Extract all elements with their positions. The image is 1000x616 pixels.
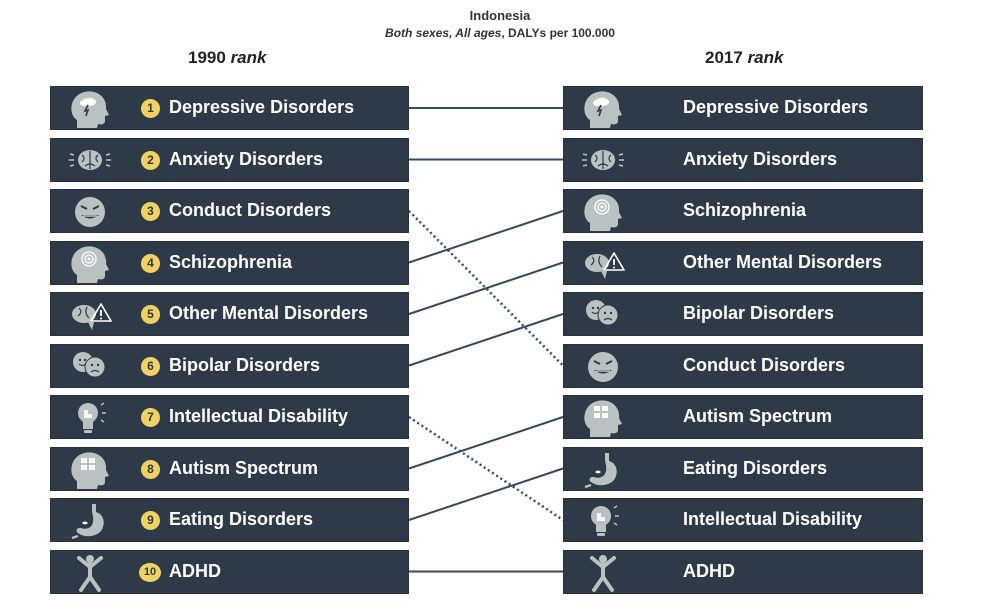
brain-warning-icon [68, 294, 112, 334]
head-spiral-icon [581, 191, 625, 231]
left-rank-row: 3 Conduct Disorders [50, 189, 409, 233]
rank-badge: 4 [141, 253, 160, 273]
brain-warning-icon [581, 243, 625, 283]
right-rank-row: Intellectual Disability [563, 498, 923, 542]
left-rank-row: 2 Anxiety Disorders [50, 137, 409, 182]
head-puzzle-icon [581, 397, 625, 437]
left-rank-row: 4 Schizophrenia [50, 240, 409, 285]
left-heading-word: rank [230, 48, 267, 67]
left-rank-row: 1 Depressive Disorders [50, 86, 409, 130]
head-puzzle-icon [68, 449, 112, 489]
bipolar-faces-icon [68, 346, 112, 386]
disorder-label: Autism Spectrum [169, 457, 319, 478]
disorder-label: Conduct Disorders [683, 354, 846, 375]
right-rank-row: Depressive Disorders [563, 86, 923, 130]
jumping-figure-icon [68, 552, 112, 592]
disorder-label: Eating Disorders [169, 509, 314, 529]
head-storm-icon [68, 88, 112, 128]
right-rank-row: Other Mental Disorders [563, 240, 923, 285]
disorder-label: Bipolar Disorders [169, 354, 321, 375]
rank-badge: 5 [141, 305, 160, 324]
disorder-label: Eating Disorders [683, 457, 828, 478]
right-rank-row: Anxiety Disorders [563, 137, 923, 182]
right-rank-row: ADHD [563, 549, 923, 594]
right-rank-row: Bipolar Disorders [563, 292, 923, 336]
right-rank-row: Conduct Disorders [563, 343, 923, 388]
rank-connector-9-to-8 [408, 467, 564, 521]
rank-badge: 2 [141, 150, 160, 170]
rank-badge: 7 [141, 408, 160, 427]
left-column-heading: 1990 rank [188, 48, 266, 68]
lightbulb-puzzle-icon [68, 397, 112, 437]
angry-face-icon [581, 346, 625, 386]
disorder-label: Intellectual Disability [683, 509, 863, 529]
right-rank-row: Eating Disorders [563, 446, 923, 491]
disorder-label: ADHD [683, 560, 735, 581]
disorder-label: Schizophrenia [683, 200, 807, 220]
rank-connector-8-to-7 [408, 416, 564, 470]
lightbulb-puzzle-icon [581, 500, 625, 540]
rank-badge: 6 [141, 356, 160, 376]
left-rank-row: 6 Bipolar Disorders [50, 343, 409, 388]
right-heading-word: rank [747, 48, 784, 67]
chart-subtitle: Both sexes, All ages, DALYs per 100.000 [0, 26, 1000, 40]
disorder-label: ADHD [169, 560, 221, 581]
subtitle-rest: , DALYs per 100.000 [501, 26, 615, 40]
rank-badge: 9 [141, 511, 160, 530]
rank-badge: 3 [141, 202, 160, 221]
disorder-label: Intellectual Disability [169, 406, 349, 426]
jumping-figure-icon [581, 552, 625, 592]
disorder-label: Bipolar Disorders [683, 303, 835, 323]
disorder-label: Anxiety Disorders [683, 148, 838, 169]
stomach-icon [68, 500, 112, 540]
left-rank-row: 5 Other Mental Disorders [50, 292, 409, 336]
rank-badge: 10 [139, 562, 161, 582]
left-rank-row: 7 Intellectual Disability [50, 395, 409, 439]
left-rank-row: 8 Autism Spectrum [50, 446, 409, 491]
disorder-label: Schizophrenia [169, 251, 293, 272]
right-heading-year: 2017 [705, 48, 743, 67]
stomach-icon [581, 449, 625, 489]
disorder-label: Other Mental Disorders [169, 303, 369, 323]
head-spiral-icon [68, 243, 112, 283]
disorder-label: Conduct Disorders [169, 200, 332, 220]
right-column-heading: 2017 rank [705, 48, 783, 68]
brain-anxiety-icon [68, 140, 112, 180]
rank-connector-5-to-4 [408, 261, 564, 315]
disorder-label: Anxiety Disorders [169, 148, 324, 169]
disorder-label: Depressive Disorders [169, 97, 355, 117]
disorder-label: Autism Spectrum [683, 406, 833, 426]
rank-connector-7-to-9 [408, 415, 564, 522]
bipolar-faces-icon [581, 294, 625, 334]
rank-connector-3-to-6 [408, 210, 564, 367]
rank-connector-6-to-5 [408, 313, 564, 367]
rank-connector-4-to-3 [408, 210, 564, 264]
left-rank-row: 10 ADHD [50, 549, 409, 594]
subtitle-italic: Both sexes, All ages [385, 26, 502, 40]
angry-face-icon [68, 191, 112, 231]
right-rank-row: Schizophrenia [563, 189, 923, 233]
brain-anxiety-icon [581, 140, 625, 180]
head-storm-icon [581, 88, 625, 128]
left-rank-row: 9 Eating Disorders [50, 498, 409, 542]
right-rank-row: Autism Spectrum [563, 395, 923, 439]
disorder-label: Other Mental Disorders [683, 251, 883, 272]
left-heading-year: 1990 [188, 48, 226, 67]
disorder-label: Depressive Disorders [683, 97, 869, 117]
rank-badge: 1 [141, 99, 160, 118]
chart-title: Indonesia [469, 8, 531, 23]
rank-badge: 8 [141, 459, 160, 479]
